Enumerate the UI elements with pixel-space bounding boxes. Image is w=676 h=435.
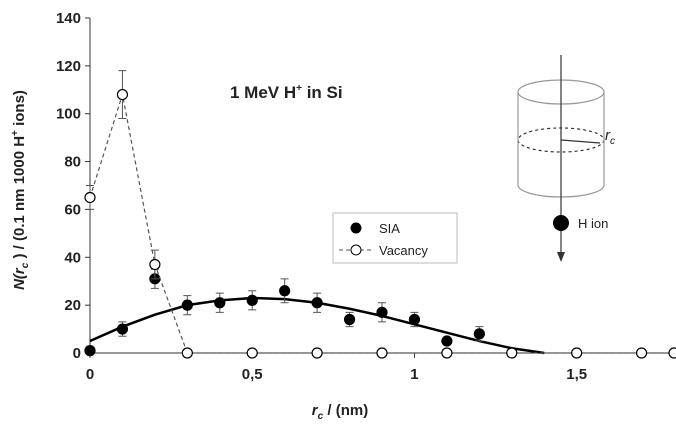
inset-diagram <box>517 55 605 262</box>
data-point <box>506 347 518 359</box>
data-point <box>376 306 388 318</box>
data-point <box>635 347 648 359</box>
y-axis-label: N(rc ) / (0.1 nm 1000 H+ ions) <box>10 90 31 290</box>
ion <box>553 215 569 231</box>
y-tick-label: 100 <box>56 106 81 123</box>
y-label-part: ions) <box>11 90 28 130</box>
data-point <box>149 258 161 271</box>
y-label-part: (r <box>11 267 28 279</box>
data-point <box>246 347 258 359</box>
x-tick-label: 1,5 <box>566 366 587 383</box>
data-point <box>571 347 583 359</box>
y-label-sup: + <box>10 130 21 136</box>
y-label-part: ) / (0.1 nm 1000 H <box>11 136 28 263</box>
data-point <box>246 294 258 306</box>
data-point <box>116 323 129 335</box>
ion-label: H ion <box>578 216 608 231</box>
data-point <box>473 328 485 340</box>
data-point <box>343 313 356 326</box>
legend-marker <box>350 244 362 256</box>
data-point <box>181 347 193 359</box>
data-point <box>311 347 323 359</box>
data-point <box>441 335 453 347</box>
y-tick-label: 20 <box>64 297 81 314</box>
legend-marker <box>350 222 362 234</box>
data-point <box>84 191 96 204</box>
y-tick-label: 80 <box>64 154 81 171</box>
y-tick-label: 40 <box>64 249 81 266</box>
legend-label: SIA <box>379 221 400 236</box>
data-point <box>181 299 193 311</box>
radius-label: rc <box>605 127 615 147</box>
data-point <box>84 345 96 357</box>
data-point <box>408 313 421 326</box>
data-point <box>668 347 676 359</box>
y-label-sub: c <box>20 262 31 268</box>
x-label-part: / (nm) <box>323 402 368 419</box>
y-tick-label: 0 <box>73 345 81 362</box>
data-point <box>116 88 129 101</box>
radius-label-sub: c <box>610 136 615 147</box>
data-point <box>376 347 388 359</box>
y-tick-label: 140 <box>56 10 81 27</box>
x-label-sub: c <box>318 411 324 422</box>
y-label-part: N <box>11 278 28 290</box>
data-point <box>214 297 226 309</box>
x-tick-label: 0,5 <box>242 366 263 383</box>
annotation-part: in Si <box>302 83 343 102</box>
arrow-head <box>557 252 565 262</box>
annotation-part: 1 MeV H <box>230 83 296 102</box>
annotation-sup: + <box>296 83 302 94</box>
radius-arrow <box>560 139 601 144</box>
radius-label-part: r <box>605 127 611 144</box>
data-point <box>311 297 323 309</box>
x-axis-label: rc / (nm) <box>312 402 368 422</box>
x-tick-label: 0 <box>86 366 94 383</box>
legend-label: Vacancy <box>379 243 428 258</box>
x-tick-label: 1 <box>410 366 418 383</box>
data-point <box>441 347 453 359</box>
series-line <box>89 94 674 354</box>
y-tick-label: 60 <box>64 201 81 218</box>
annotation: 1 MeV H+ in Si <box>230 83 343 102</box>
data-point <box>279 285 291 297</box>
x-label-part: r <box>312 402 319 419</box>
y-tick-label: 120 <box>56 58 81 75</box>
